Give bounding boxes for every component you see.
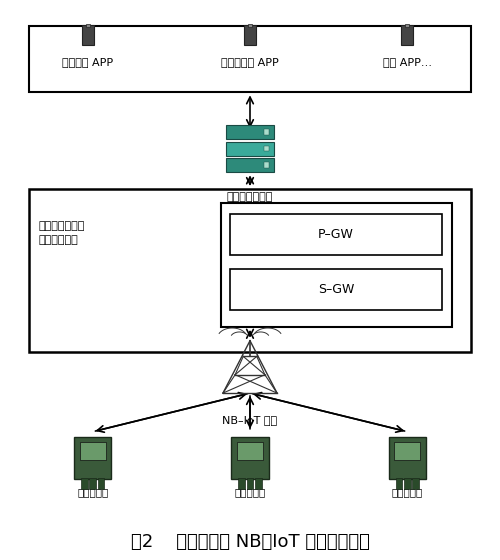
Text: 图2    智能燃气表 NB－IoT 通信网络结构: 图2 智能燃气表 NB－IoT 通信网络结构 [130,533,370,551]
Bar [394,442,420,460]
Bar [264,162,268,168]
Bar [80,442,106,460]
Bar [255,478,262,489]
Text: NB–IoT 基站: NB–IoT 基站 [222,415,278,425]
Bar [226,142,274,156]
Text: 燃气缴费 APP: 燃气缴费 APP [62,57,114,67]
Text: 电信运营商传感
网络通信平台: 电信运营商传感 网络通信平台 [38,221,85,245]
Bar [29,26,471,92]
Bar [412,478,419,489]
Bar [74,437,112,479]
Bar [406,24,409,27]
Bar [388,437,426,479]
Bar [396,478,402,489]
Text: 第三方缴费 APP: 第三方缴费 APP [221,57,279,67]
Bar [230,214,442,255]
Text: 智能燃气表: 智能燃气表 [77,487,108,497]
Bar [226,125,274,139]
Bar [264,146,268,151]
Bar [90,478,96,489]
Bar [230,269,442,310]
Text: 网银 APP…: 网银 APP… [383,57,432,67]
Bar [220,203,452,327]
Bar [232,437,268,479]
Bar [238,478,245,489]
Bar [264,129,268,135]
Bar [402,25,413,45]
Bar [246,478,254,489]
Text: 智能燃气表: 智能燃气表 [392,487,423,497]
Bar [248,24,252,27]
Bar [86,24,90,27]
Bar [404,478,410,489]
Text: 燃气公司服务器: 燃气公司服务器 [227,192,273,202]
Text: P–GW: P–GW [318,228,354,241]
Bar [81,478,87,489]
Text: S–GW: S–GW [318,283,354,296]
Bar [226,158,274,172]
Bar [98,478,104,489]
Bar [82,25,94,45]
Bar [237,442,263,460]
Bar [244,25,256,45]
Bar [29,189,471,352]
Text: 智能燃气表: 智能燃气表 [234,487,266,497]
